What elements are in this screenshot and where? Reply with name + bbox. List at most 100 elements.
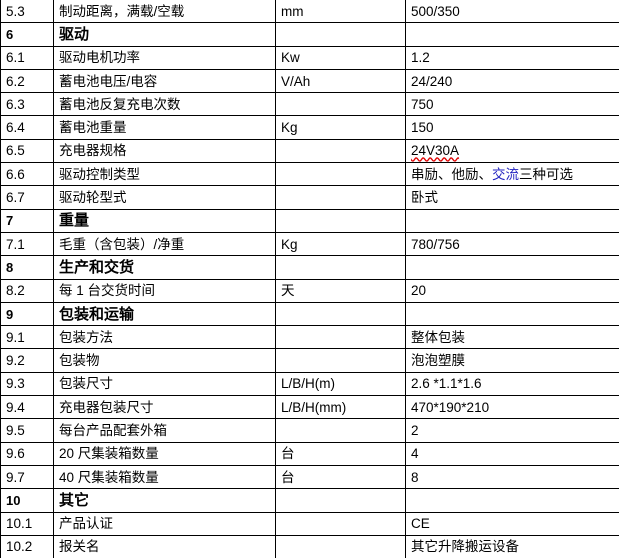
row-number-cell: 5.3 (0, 0, 54, 24)
value-cell: 2.6 *1.1*1.6 (405, 371, 619, 397)
item-name-cell: 40 尺集装箱数量 (53, 464, 276, 490)
value-cell: 470*190*210 (405, 395, 619, 420)
row-number-cell: 9.1 (0, 325, 54, 350)
unit-cell: mm (275, 0, 406, 24)
row-number-cell: 8.2 (0, 278, 54, 303)
row-number-cell: 6.1 (0, 45, 54, 70)
item-name-cell: 每 1 台交货时间 (53, 278, 276, 303)
item-name-cell: 每台产品配套外箱 (53, 418, 276, 443)
row-number-cell: 6.3 (0, 92, 54, 117)
table-row: 10 其它 (0, 488, 619, 513)
row-number-cell: 6.7 (0, 185, 54, 210)
item-name-cell: 20 尺集装箱数量 (53, 441, 276, 466)
table-row: 9.7 40 尺集装箱数量台 8 (0, 464, 619, 490)
unit-cell (275, 162, 406, 187)
table-row: 10.2 报关名 其它升降搬运设备 (0, 534, 619, 558)
table-row: 9 包装和运输 (0, 301, 619, 327)
table-row: 9.4 充电器包装尺寸 L/B/H(mm) 470*190*210 (0, 395, 619, 420)
row-number-cell: 6.5 (0, 138, 54, 164)
value-cell: 500/350 (405, 0, 619, 24)
value-cell: 150 (405, 115, 619, 140)
unit-cell: 天 (275, 278, 406, 303)
unit-cell (275, 185, 406, 210)
row-number-cell: 7 (0, 208, 54, 233)
table-row: 9.1 包装方法 整体包装 (0, 325, 619, 350)
value-run: 三种可选 (519, 166, 573, 182)
value-cell: 2 (405, 418, 619, 443)
table-row: 6.5 充电器规格 24V30A (0, 138, 619, 164)
value-cell: 24V30A (405, 138, 619, 164)
table-row: 9.6 20 尺集装箱数量台 4 (0, 441, 619, 466)
item-name-cell: 毛重（含包装）/净重 (53, 231, 276, 257)
value-cell: 750 (405, 92, 619, 117)
table-row: 5.3 制动距离，满载/空载 mm 500/350 (0, 0, 619, 24)
table-row: 6.4 蓄电池重量 Kg 150 (0, 115, 619, 140)
item-name-cell: 产品认证 (53, 511, 276, 536)
value-cell (405, 208, 619, 233)
row-number-cell: 10.1 (0, 511, 54, 536)
value-cell: 8 (405, 464, 619, 490)
section-title-cell: 重量 (53, 208, 276, 233)
value-cell: 卧式 (405, 185, 619, 210)
row-number-cell: 9.4 (0, 395, 54, 420)
item-name-cell: 驱动控制类型 (53, 162, 276, 187)
value-cell: 1.2 (405, 45, 619, 70)
row-number-cell: 6.2 (0, 68, 54, 94)
item-name-cell: 驱动轮型式 (53, 185, 276, 210)
unit-cell: Kw (275, 45, 406, 70)
item-name-cell: 驱动电机功率 (53, 45, 276, 70)
unit-cell: Kg (275, 115, 406, 140)
value-cell (405, 301, 619, 327)
unit-cell (275, 22, 406, 47)
item-name-cell: 包装方法 (53, 325, 276, 350)
unit-cell (275, 301, 406, 327)
item-name-cell: 充电器规格 (53, 138, 276, 164)
section-title-cell: 生产和交货 (53, 255, 276, 280)
table-row: 6.3 蓄电池反复充电次数 750 (0, 92, 619, 117)
item-name-cell: 充电器包装尺寸 (53, 395, 276, 420)
table-row: 6.1 驱动电机功率 Kw 1.2 (0, 45, 619, 70)
value-cell: 其它升降搬运设备 (405, 534, 619, 558)
value-cell: 整体包装 (405, 325, 619, 350)
table-row: 6.2 蓄电池电压/电容 V/Ah 24/240 (0, 68, 619, 94)
table-row: 9.5 每台产品配套外箱 2 (0, 418, 619, 443)
value-cell: 20 (405, 278, 619, 303)
unit-cell (275, 92, 406, 117)
row-number-cell: 6.4 (0, 115, 54, 140)
unit-cell (275, 418, 406, 443)
table-row: 9.3 包装尺寸 L/B/H(m) 2.6 *1.1*1.6 (0, 371, 619, 397)
unit-cell (275, 511, 406, 536)
value-cell: 泡泡塑膜 (405, 348, 619, 373)
item-name-cell: 包装尺寸 (53, 371, 276, 397)
table-row: 6.7 驱动轮型式 卧式 (0, 185, 619, 210)
table-row: 6 驱动 (0, 22, 619, 47)
row-number-cell: 9.5 (0, 418, 54, 443)
item-name-cell: 包装物 (53, 348, 276, 373)
table-row: 6.6 驱动控制类型 串励、他励、交流三种可选 (0, 162, 619, 187)
table-row: 9.2 包装物 泡泡塑膜 (0, 348, 619, 373)
value-run: 串励、他励、 (411, 166, 492, 182)
unit-cell (275, 488, 406, 513)
item-name-cell: 蓄电池电压/电容 (53, 68, 276, 94)
row-number-cell: 7.1 (0, 231, 54, 257)
row-number-cell: 6.6 (0, 162, 54, 187)
table-row: 8.2 每 1 台交货时间天 20 (0, 278, 619, 303)
value-cell (405, 22, 619, 47)
unit-cell (275, 138, 406, 164)
value-cell: 24/240 (405, 68, 619, 94)
unit-cell: L/B/H(m) (275, 371, 406, 397)
row-number-cell: 9.2 (0, 348, 54, 373)
table-row: 7 重量 (0, 208, 619, 233)
unit-cell (275, 255, 406, 280)
unit-cell: Kg (275, 231, 406, 257)
item-name-cell: 蓄电池重量 (53, 115, 276, 140)
row-number-cell: 10.2 (0, 534, 54, 558)
unit-cell: V/Ah (275, 68, 406, 94)
value-cell (405, 488, 619, 513)
row-number-cell: 6 (0, 22, 54, 47)
unit-cell (275, 325, 406, 350)
row-number-cell: 9.3 (0, 371, 54, 397)
